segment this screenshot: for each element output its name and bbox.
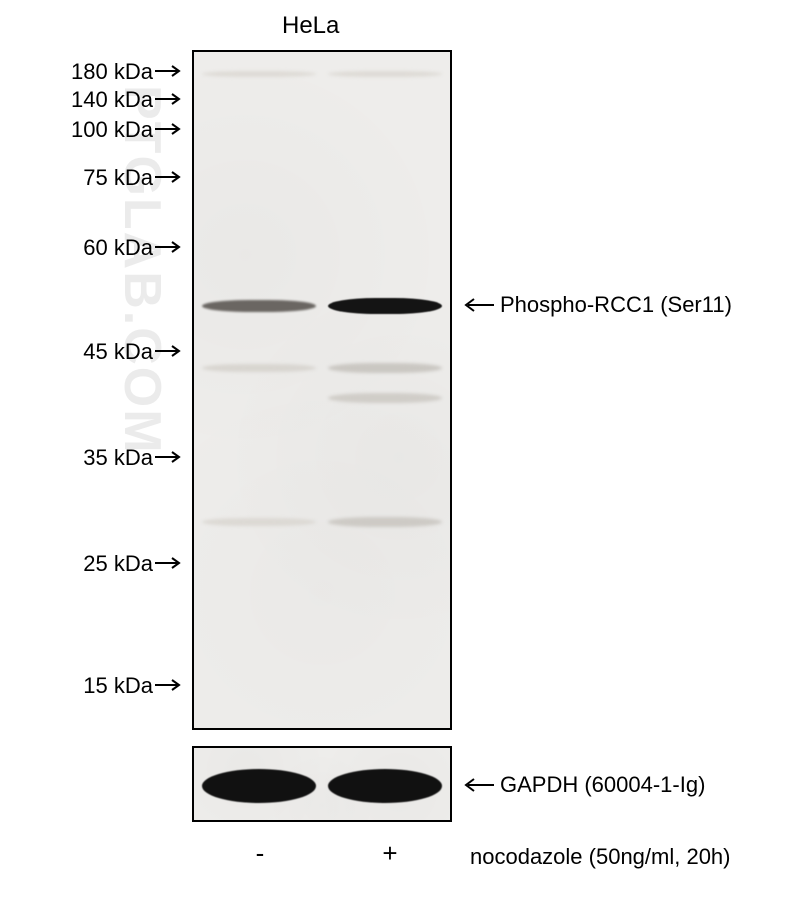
arrow-left-icon	[460, 775, 494, 795]
arrow-left-icon	[460, 295, 494, 315]
gapdh-band-text: GAPDH (60004-1-Ig)	[500, 772, 705, 798]
gapdh-band-lane1	[202, 769, 316, 803]
arrow-right-icon	[155, 239, 185, 255]
mw-marker-text: 180 kDa	[71, 59, 153, 84]
mw-marker-text: 140 kDa	[71, 87, 153, 112]
arrow-right-icon	[155, 449, 185, 465]
blot-noise	[194, 52, 450, 728]
background-band	[328, 71, 442, 77]
mw-marker: 60 kDa	[83, 235, 185, 261]
target-band-lane2	[328, 298, 442, 314]
arrow-right-icon	[155, 169, 185, 185]
background-band	[202, 71, 316, 77]
target-band-label: Phospho-RCC1 (Ser11)	[460, 292, 732, 318]
arrow-right-icon	[155, 121, 185, 137]
main-blot-frame	[192, 50, 452, 730]
lane2-treatment-symbol: +	[380, 838, 400, 869]
treatment-description: nocodazole (50ng/ml, 20h)	[470, 844, 731, 870]
mw-marker-text: 15 kDa	[83, 673, 153, 698]
mw-marker-text: 75 kDa	[83, 165, 153, 190]
target-band-lane1	[202, 300, 316, 312]
mw-marker: 15 kDa	[83, 673, 185, 699]
mw-marker: 100 kDa	[71, 117, 185, 143]
mw-marker: 25 kDa	[83, 551, 185, 577]
mw-marker: 180 kDa	[71, 59, 185, 85]
arrow-right-icon	[155, 91, 185, 107]
target-band-text: Phospho-RCC1 (Ser11)	[500, 292, 732, 318]
background-band	[202, 364, 316, 372]
lane1-treatment-symbol: -	[250, 838, 270, 869]
gapdh-blot-frame	[192, 746, 452, 822]
cell-line-label: HeLa	[282, 12, 339, 40]
mw-marker: 140 kDa	[71, 87, 185, 113]
gapdh-band-label: GAPDH (60004-1-Ig)	[460, 772, 705, 798]
arrow-right-icon	[155, 343, 185, 359]
mw-marker: 75 kDa	[83, 165, 185, 191]
western-blot-figure: PTGLAB.COM HeLa 180 kDa140 kDa100 kDa75 …	[0, 0, 800, 903]
arrow-right-icon	[155, 63, 185, 79]
background-band	[202, 518, 316, 526]
mw-marker-text: 35 kDa	[83, 445, 153, 470]
mw-marker: 35 kDa	[83, 445, 185, 471]
mw-marker-text: 45 kDa	[83, 339, 153, 364]
background-band	[328, 517, 442, 527]
mw-marker-text: 100 kDa	[71, 117, 153, 142]
gapdh-band-lane2	[328, 769, 442, 803]
mw-marker: 45 kDa	[83, 339, 185, 365]
background-band	[328, 393, 442, 403]
mw-marker-text: 60 kDa	[83, 235, 153, 260]
arrow-right-icon	[155, 677, 185, 693]
mw-marker-text: 25 kDa	[83, 551, 153, 576]
arrow-right-icon	[155, 555, 185, 571]
background-band	[328, 363, 442, 373]
